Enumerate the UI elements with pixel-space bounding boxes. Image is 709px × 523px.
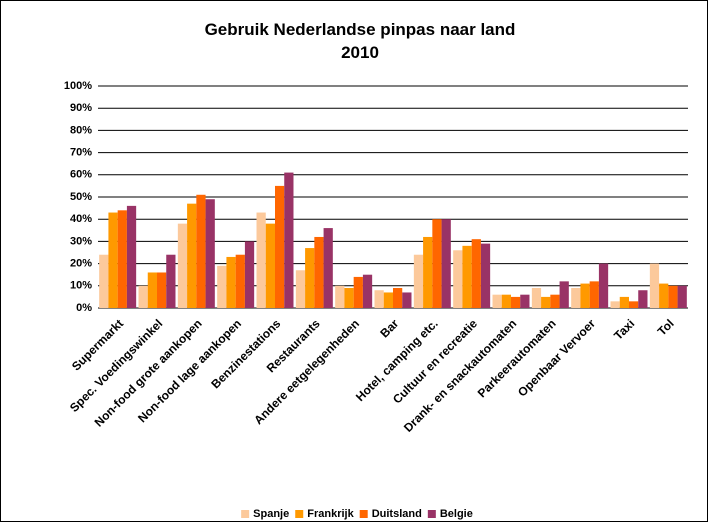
bar [677, 285, 687, 308]
bar [383, 292, 393, 308]
bar [126, 205, 137, 308]
bar [226, 256, 236, 308]
y-tick-label: 0% [76, 302, 92, 314]
y-tick-label: 80% [70, 124, 92, 136]
bar [138, 285, 148, 308]
bar [335, 285, 345, 308]
bar [501, 294, 511, 308]
bar [413, 254, 424, 308]
bar [235, 254, 245, 308]
bar [265, 223, 275, 308]
bar [275, 185, 285, 308]
y-tick-label: 70% [70, 147, 92, 159]
y-tick-label: 30% [70, 235, 92, 247]
bar [305, 248, 315, 308]
legend-swatch [295, 510, 304, 518]
bar [402, 292, 412, 308]
bar [629, 301, 639, 308]
bar [492, 294, 502, 308]
bar [610, 301, 620, 308]
legend-label: Duitsland [372, 508, 422, 520]
legend-label: Spanje [253, 508, 289, 520]
bar [571, 288, 581, 308]
bar [157, 272, 167, 308]
legend-label: Belgie [440, 508, 473, 520]
chart-title: Gebruik Nederlandse pinpas naar land [205, 20, 516, 39]
bar [511, 296, 521, 308]
legend-label: Frankrijk [307, 508, 354, 520]
legend-swatch [241, 510, 250, 518]
y-tick-label: 50% [70, 191, 92, 203]
y-tick-label: 10% [70, 280, 92, 292]
bar [550, 294, 560, 308]
bar [117, 210, 127, 308]
bar [520, 294, 530, 308]
bar [541, 296, 551, 308]
bar [580, 283, 590, 308]
bar [531, 288, 542, 308]
bar [441, 219, 451, 308]
bar [453, 250, 463, 308]
bar [108, 212, 118, 308]
y-tick-label: 20% [70, 258, 92, 270]
y-tick-label: 90% [70, 102, 92, 114]
bar [295, 270, 306, 308]
bar [177, 223, 188, 308]
bar [668, 285, 678, 308]
bar [166, 254, 176, 308]
legend-swatch [427, 510, 436, 518]
bar [638, 290, 648, 308]
bar [462, 245, 472, 308]
bar [619, 296, 629, 308]
bar [471, 239, 481, 308]
y-tick-label: 100% [64, 80, 92, 92]
bar [353, 276, 363, 308]
bar [589, 281, 599, 308]
bar [649, 263, 660, 308]
y-tick-label: 60% [70, 169, 92, 181]
bar [205, 199, 215, 308]
y-tick-label: 40% [70, 213, 92, 225]
bar [217, 265, 227, 308]
bar [284, 172, 294, 308]
bar [480, 243, 491, 308]
bar [99, 254, 109, 308]
chart-subtitle: 2010 [341, 43, 379, 62]
bar [314, 236, 324, 308]
bar [256, 212, 266, 308]
bar [374, 290, 384, 308]
bar [559, 281, 569, 308]
bar [323, 228, 333, 308]
bar [344, 288, 354, 308]
bar [393, 288, 403, 308]
legend-swatch [359, 510, 368, 518]
bar [196, 194, 206, 308]
bar [432, 219, 442, 308]
bar [147, 272, 157, 308]
bar [362, 274, 373, 308]
bar [423, 236, 433, 308]
bar [187, 203, 197, 308]
bar [598, 263, 609, 308]
bar [244, 241, 255, 308]
bar [659, 283, 669, 308]
